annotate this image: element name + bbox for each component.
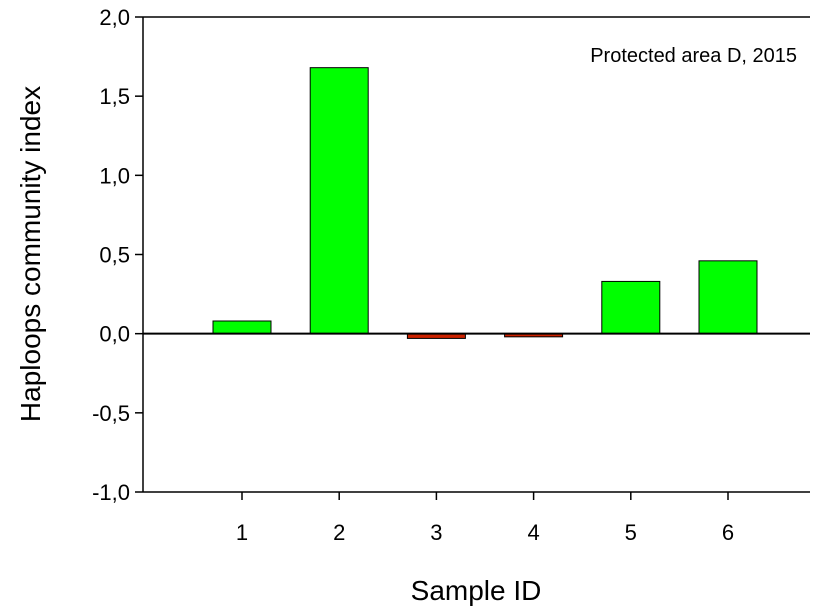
bar-sample-6: [698, 260, 758, 335]
x-tick-label: 5: [625, 520, 637, 545]
y-tick-label: 1,5: [99, 84, 130, 109]
y-tick-label: -0,5: [92, 401, 130, 426]
x-tick-label: 2: [333, 520, 345, 545]
bar-sample-1: [212, 320, 272, 335]
chart-annotation: Protected area D, 2015: [590, 45, 797, 67]
plot-frame: [142, 16, 810, 493]
x-tick-label: 3: [430, 520, 442, 545]
x-axis-ticks: 1 2 3 4 5 6: [236, 492, 734, 545]
y-axis-ticks: 2,0 1,5 1,0 0,5 0,0 -0,5 -1,0: [92, 5, 143, 505]
y-axis-title: Haploops community index: [15, 86, 46, 422]
y-tick-label: -1,0: [92, 480, 130, 505]
bar-sample-5: [601, 280, 661, 335]
bar-sample-2: [309, 67, 369, 335]
y-tick-label: 1,0: [99, 163, 130, 188]
y-tick-label: 0,5: [99, 243, 130, 268]
x-axis-title: Sample ID: [411, 575, 542, 606]
y-tick-label: 0,0: [99, 322, 130, 347]
x-tick-label: 4: [527, 520, 539, 545]
bars-group: [212, 67, 758, 339]
x-tick-label: 1: [236, 520, 248, 545]
y-tick-label: 2,0: [99, 5, 130, 30]
x-tick-label: 6: [722, 520, 734, 545]
